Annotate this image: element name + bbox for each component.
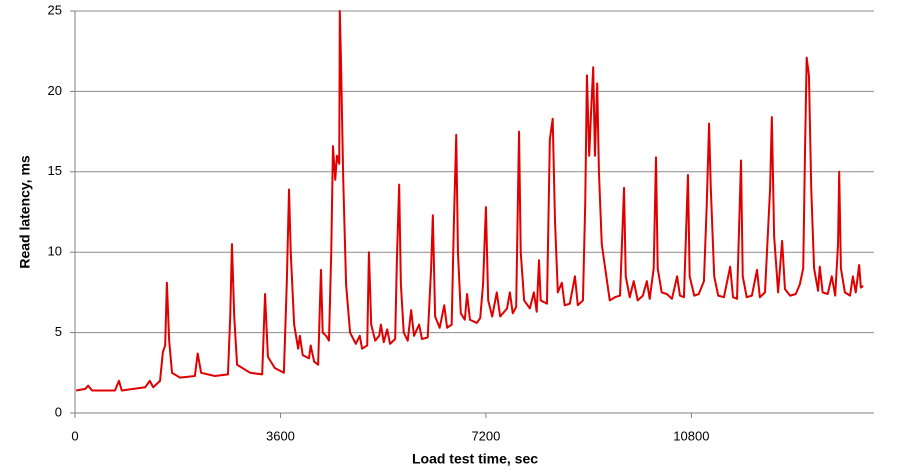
x-tick-label: 10800 [673,428,709,443]
y-axis-title: Read latency, ms [17,155,33,269]
x-tick-label: 0 [71,428,78,443]
y-tick-label: 20 [48,83,62,98]
y-tick-label: 15 [48,163,62,178]
x-tick-label: 7200 [471,428,500,443]
y-tick-label: 25 [48,2,62,17]
data-line [75,10,864,392]
y-tick-label: 0 [55,404,62,419]
y-tick-label: 5 [55,324,62,339]
y-tick-label: 10 [48,244,62,259]
x-axis-title: Load test time, sec [412,451,538,467]
x-tick-label: 3600 [266,428,295,443]
